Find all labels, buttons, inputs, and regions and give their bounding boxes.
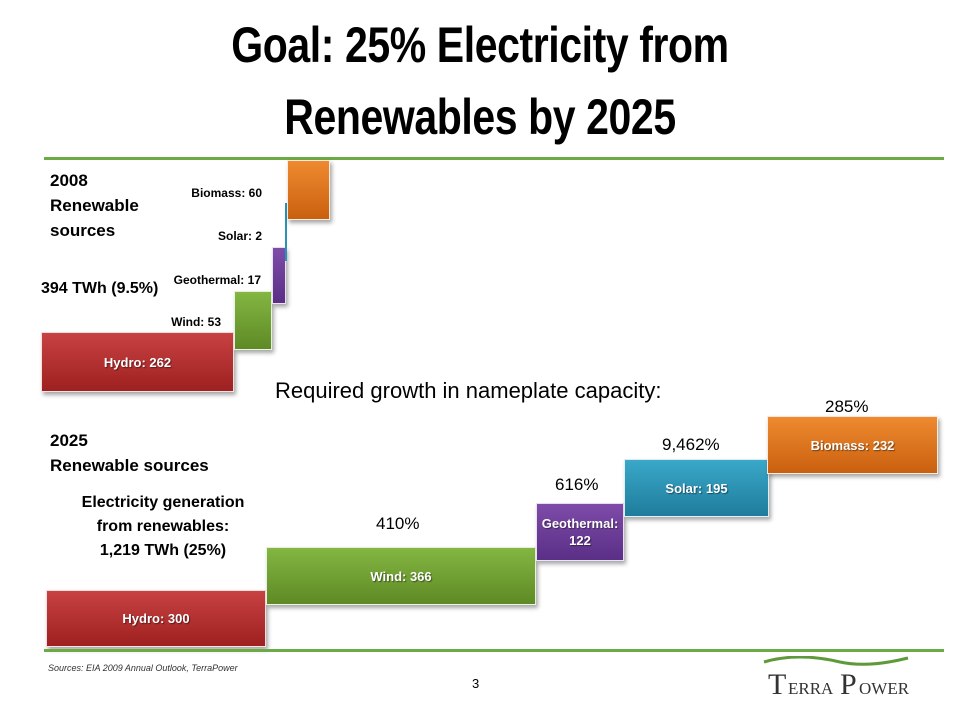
heading-2025-sources: Renewable sources [50, 456, 209, 475]
growth-solar: 9,462% [662, 435, 720, 454]
total-2008: 394 TWh (9.5%) [41, 280, 159, 297]
generation-line1: Electricity generation [81, 494, 245, 511]
bar-2008-wind [234, 291, 272, 350]
logo-text-ower: OWER [859, 679, 910, 698]
generation-line2: from renewables: [96, 518, 230, 535]
bottom-divider [44, 649, 944, 652]
bar-2008-hydro: Hydro: 262 [41, 332, 234, 392]
bar-2025-solar-label: Solar: 195 [665, 480, 728, 496]
bar-2025-hydro-label: Hydro: 300 [122, 611, 190, 626]
terrapower-logo: T ERRA P OWER [763, 656, 910, 700]
top-divider [44, 157, 944, 160]
growth-wind: 410% [376, 514, 420, 533]
logo-text-erra: ERRA [788, 679, 834, 698]
bar-2025-wind: Wind: 366 [266, 547, 536, 605]
heading-2008-year: 2008 [50, 171, 88, 190]
bar-2025-hydro: Hydro: 300 [46, 590, 266, 647]
growth-biomass: 285% [825, 397, 869, 416]
label-2008-wind: Wind: 53 [171, 315, 221, 329]
page-number: 3 [472, 676, 480, 691]
logo-swoosh [763, 656, 909, 666]
heading-2008-renewable: Renewable [50, 196, 139, 215]
growth-geothermal: 616% [555, 475, 599, 494]
logo-letter-t: T [768, 668, 786, 700]
label-2008-geothermal: Geothermal: 17 [173, 273, 261, 287]
logo-letter-p: P [840, 668, 857, 700]
bar-2025-biomass-label: Biomass: 232 [810, 437, 895, 453]
bar-2025-geothermal-label: Geothermal: 122 [541, 516, 619, 548]
label-2008-biomass: Biomass: 60 [191, 186, 262, 200]
bar-2025-biomass: Biomass: 232 [767, 416, 938, 474]
generation-summary: Electricity generation from renewables: … [58, 491, 268, 563]
bar-2025-solar: Solar: 195 [624, 459, 769, 517]
page-title-line1: Goal: 25% Electricity from [231, 17, 729, 73]
bar-2008-solar [285, 203, 287, 261]
generation-line3: 1,219 TWh (25%) [99, 542, 227, 559]
heading-2025-year: 2025 [50, 431, 88, 450]
bar-2008-hydro-label: Hydro: 262 [103, 354, 172, 370]
bar-2008-biomass [287, 160, 330, 220]
growth-title: Required growth in nameplate capacity: [275, 378, 662, 403]
label-2008-solar: Solar: 2 [217, 229, 262, 243]
bar-2008-geothermal [272, 247, 286, 304]
heading-2008-sources: sources [50, 221, 116, 240]
page-title-line2: Renewables by 2025 [284, 89, 676, 145]
bar-2025-wind-label: Wind: 366 [370, 568, 432, 584]
sources-note: Sources: EIA 2009 Annual Outlook, TerraP… [48, 663, 238, 673]
bar-2025-geothermal: Geothermal: 122 [536, 503, 624, 561]
